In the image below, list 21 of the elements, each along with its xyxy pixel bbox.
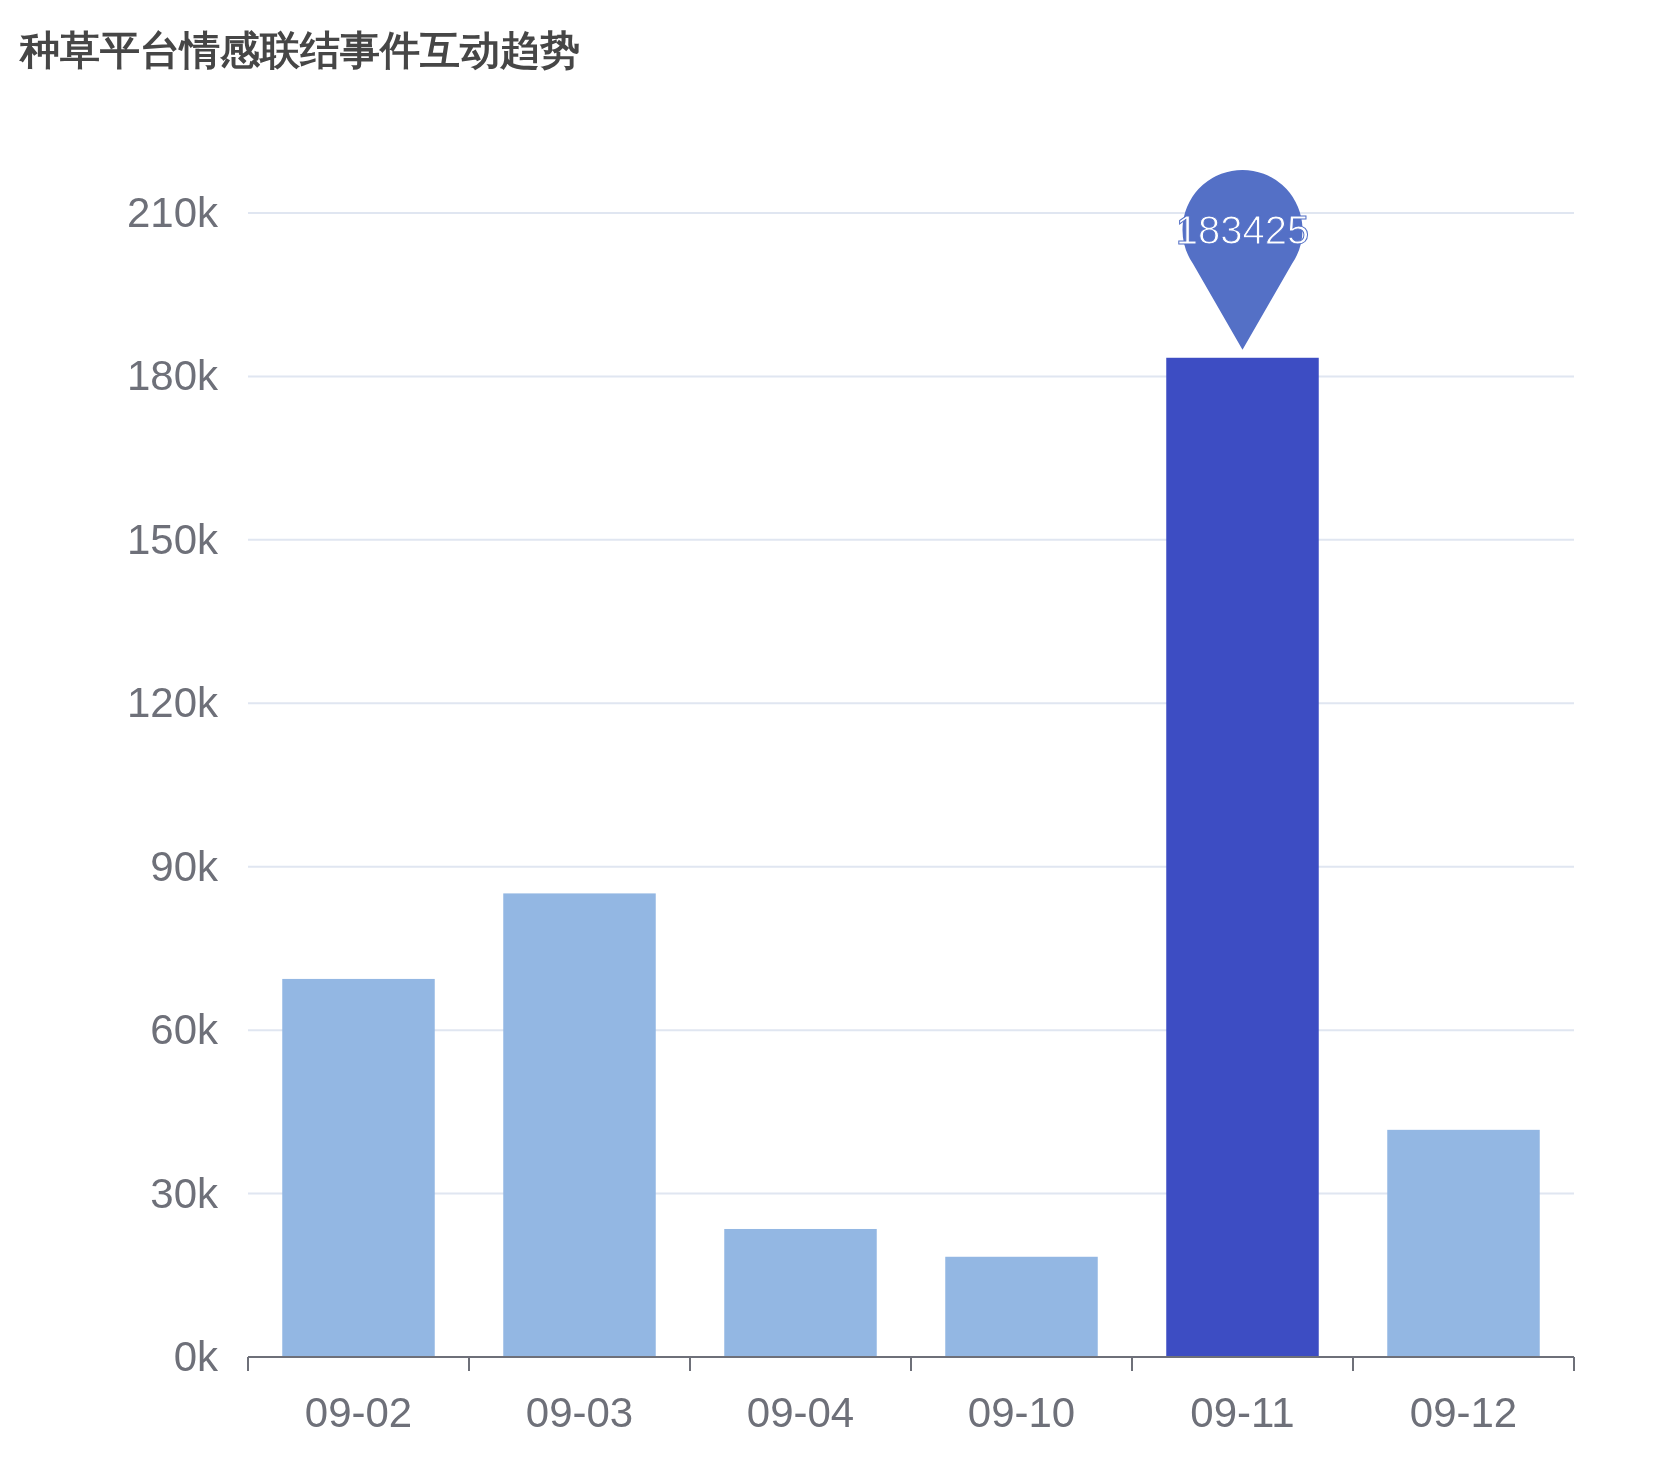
y-tick-label: 60k — [150, 1006, 219, 1054]
y-tick-label: 30k — [150, 1169, 219, 1217]
y-tick-label: 0k — [173, 1333, 219, 1380]
x-tick-label: 09-02 — [304, 1389, 413, 1436]
y-tick-label: 150k — [126, 515, 219, 563]
x-tick-label: 09-12 — [1409, 1389, 1518, 1436]
bar — [1387, 1129, 1540, 1357]
y-tick-label: 120k — [126, 679, 219, 727]
bar — [1166, 357, 1319, 1357]
x-tick-label: 09-03 — [525, 1389, 634, 1436]
chart-title: 种草平台情感联结事件互动趋势 — [19, 28, 580, 72]
y-tick-label: 180k — [126, 352, 219, 400]
bar — [945, 1256, 1098, 1357]
y-tick-label: 210k — [126, 189, 219, 236]
bar — [724, 1228, 877, 1357]
bar — [503, 893, 656, 1357]
x-tick-label: 09-10 — [967, 1389, 1076, 1436]
bar — [282, 978, 435, 1357]
x-tick-label: 09-04 — [746, 1389, 855, 1436]
x-tick-label: 09-11 — [1190, 1389, 1295, 1436]
y-tick-label: 90k — [150, 842, 219, 890]
